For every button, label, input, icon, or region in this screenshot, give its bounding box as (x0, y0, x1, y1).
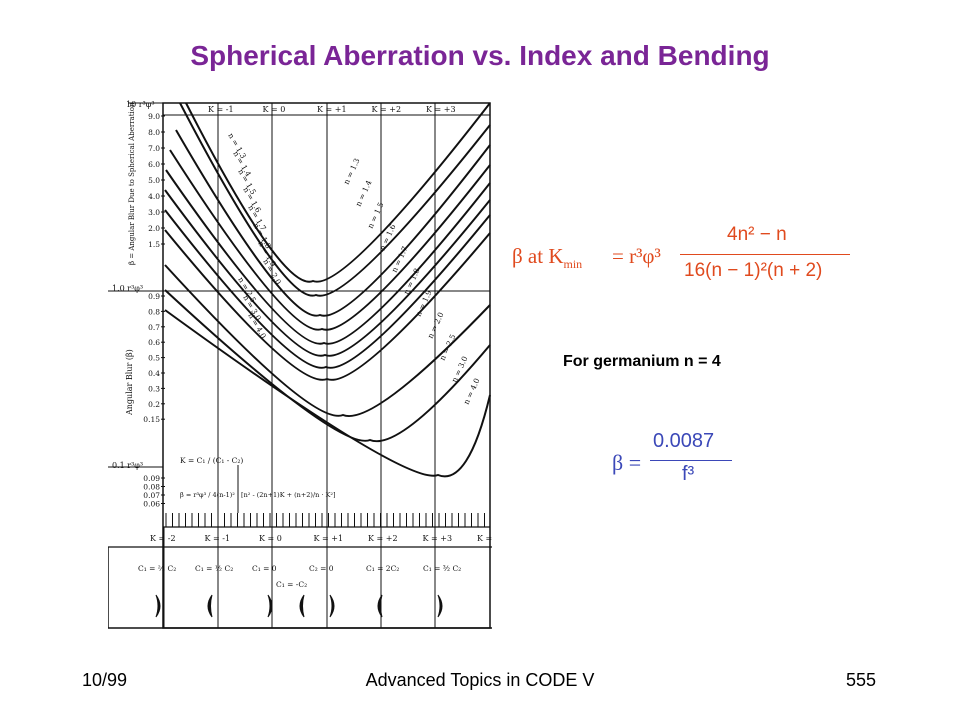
lens-icon (329, 594, 335, 618)
n-label-right: n = 2.5 (438, 333, 458, 362)
footer-page: 555 (846, 670, 877, 690)
y-tick-label: 2.0 (148, 224, 160, 233)
c-label: C₁ = ½ C₂ (195, 564, 233, 573)
k-label-bottom: K = +2 (368, 534, 398, 543)
inset-beta-formula: β = r³φ³ / 4(n-1)² · [n² - (2n+1)K + (n+… (180, 491, 336, 499)
n-label-right: n = 4.0 (462, 377, 482, 406)
k-label-bottom: K = +1 (314, 534, 344, 543)
n-label-right: n = 2.0 (426, 311, 446, 340)
n-curve (169, 149, 491, 331)
k-label-bottom: K = +3 (423, 534, 453, 543)
k-label-top: K = -1 (208, 105, 234, 114)
eq1-denominator: 16(n − 1)²(n + 2) (684, 260, 823, 281)
eq1-numerator: 4n² − n (727, 224, 787, 245)
eq1-lhs: β at K (512, 244, 564, 268)
c-label: C₂ = 0 (309, 564, 334, 573)
decade-label-mid: 1.0 r³φ³ (112, 284, 143, 293)
lens-icon (207, 594, 213, 618)
y-tick-label: 0.5 (148, 354, 160, 363)
n-curve (179, 102, 491, 297)
n-label-right: n = 3.0 (450, 355, 470, 384)
y-tick-label: 4.0 (148, 192, 160, 201)
y-tick-label: 3.0 (148, 208, 160, 217)
y-tick-label: 0.3 (148, 384, 160, 393)
germanium-note: For germanium n = 4 (563, 353, 721, 370)
k-label-top: K = +3 (426, 105, 456, 114)
chart-grid (108, 103, 491, 628)
eq1-rhs-factor: = r³φ³ (612, 244, 661, 268)
n-label-right: n = 1.9 (414, 289, 434, 318)
y-tick-label: 0.9 (148, 292, 160, 301)
y-tick-label: 0.08 (143, 483, 160, 492)
aberration-chart: K = -1 K = 0 K = +1 K = +2 K = +3 K = -2 K = -… (108, 100, 492, 629)
k-label-bottom: K = -1 (205, 534, 231, 543)
k-label-top: K = 0 (263, 105, 286, 114)
n-curve (164, 309, 491, 478)
n-curve (164, 209, 491, 369)
decade-label-top: 10 r³φ³ (126, 100, 155, 109)
y-tick-label: 0.15 (143, 415, 160, 424)
footer-course: Advanced Topics in CODE V (365, 670, 595, 690)
c-label: C₁ = ⅔ C₂ (138, 564, 176, 573)
n-label-right: n = 1.7 (390, 245, 410, 274)
y-tick-label: 7.0 (148, 144, 160, 153)
n-curve (164, 229, 491, 381)
y-tick-label: 6.0 (148, 160, 160, 169)
y-tick-label: 0.06 (143, 500, 160, 509)
k-label-bottom: K = -2 (150, 534, 176, 543)
chart-frame (108, 102, 492, 629)
n-curve (164, 189, 491, 357)
lens-shapes (155, 594, 443, 618)
eq2-fraction-bar (650, 460, 732, 461)
eq1-fraction-bar (680, 254, 850, 255)
y-tick-label: 0.09 (143, 474, 160, 483)
y-tick-label: 0.2 (148, 400, 160, 409)
eq2-numerator: 0.0087 (653, 430, 715, 452)
slide-title: Spherical Aberration vs. Index and Bendi… (190, 40, 770, 71)
n-curve (165, 169, 491, 345)
n-label-right: n = 1.5 (366, 201, 386, 230)
n-curve (185, 102, 491, 283)
y-tick-label: 9.0 (148, 112, 160, 121)
lens-icon (155, 594, 161, 618)
y-tick-label: 1.5 (148, 240, 160, 249)
y-tick-label: 5.0 (148, 176, 160, 185)
eq1-sub: min (563, 257, 583, 271)
c-label: C₁ = 2C₂ (366, 564, 399, 573)
y-tick-label: 0.07 (143, 491, 160, 500)
footer-date: 10/99 (82, 670, 128, 690)
chart-curves (164, 102, 491, 478)
n-curve (164, 264, 491, 418)
k-label-bottom: K = 0 (259, 534, 282, 543)
lens-icon (437, 594, 443, 618)
eq2-denominator: f³ (682, 463, 695, 485)
y-tick-label: 0.6 (148, 338, 160, 347)
c-label-center: C₁ = -C₂ (276, 580, 307, 589)
y-tick-label: 0.7 (148, 323, 160, 332)
n-label-right: n = 1.4 (354, 179, 374, 208)
lens-icon (299, 594, 305, 618)
k-label-bottom: K = +4 (477, 534, 492, 543)
y-axis-caption: β = Angular Blur Due to Spherical Aberra… (128, 102, 136, 265)
c-label: C₁ = ³⁄₂ C₂ (423, 564, 461, 573)
k-label-top: K = +1 (317, 105, 347, 114)
n-curve (175, 129, 491, 317)
k-label-top: K = +2 (372, 105, 402, 114)
decade-label-low: 0.1 r³φ³ (112, 461, 143, 470)
y-tick-label: 8.0 (148, 128, 160, 137)
lens-icon (377, 594, 383, 618)
inset-k-formula: K = C₁ / (C₁ - C₂) (180, 456, 243, 465)
c-label: C₁ = 0 (252, 564, 277, 573)
y-axis-title: Angular Blur (β) (125, 349, 134, 416)
eq2-lhs: β = (612, 450, 642, 475)
y-tick-label: 0.4 (148, 369, 160, 378)
n-curve (164, 289, 491, 443)
n-label-right: n = 1.3 (342, 157, 362, 186)
lens-icon (267, 594, 273, 618)
y-tick-label: 0.8 (148, 307, 160, 316)
